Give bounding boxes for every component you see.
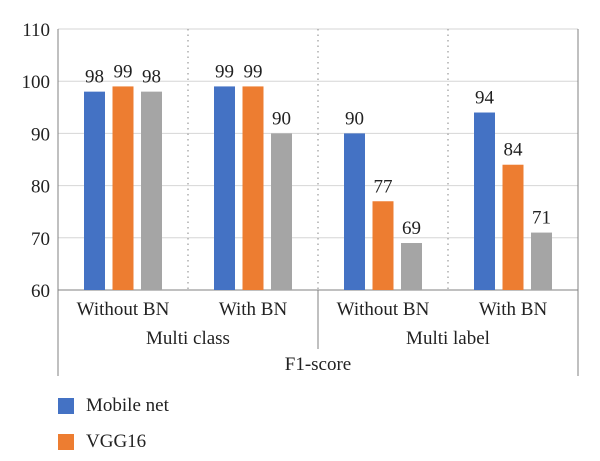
category-label: With BN: [479, 299, 548, 320]
y-tick-label: 70: [31, 229, 50, 250]
data-label: 98: [85, 67, 104, 88]
bar: [271, 133, 292, 290]
y-tick-label: 110: [22, 20, 50, 41]
legend-label-mobile-net: Mobile net: [86, 395, 169, 416]
legend-item-mobile-net: Mobile net: [58, 388, 169, 424]
grid: [58, 28, 578, 291]
bar: [372, 201, 394, 290]
y-tick-label: 90: [31, 124, 50, 145]
bar: [531, 232, 552, 290]
data-label: 99: [244, 61, 263, 82]
bar: [344, 133, 365, 290]
bar: [401, 243, 422, 290]
bar: [474, 112, 495, 291]
data-label: 84: [504, 140, 524, 161]
bar: [242, 86, 264, 290]
category-label: Without BN: [337, 299, 430, 320]
bar: [141, 91, 162, 290]
y-tick-labels: 60 70 80 90 100 110: [22, 20, 51, 302]
bars: [84, 86, 552, 291]
group-label: Multi class: [146, 328, 230, 349]
bar: [502, 164, 524, 290]
legend-item-vgg16: VGG16: [58, 424, 169, 460]
data-label: 98: [142, 67, 161, 88]
data-label: 94: [475, 88, 495, 109]
data-label: 99: [215, 61, 234, 82]
data-label: 71: [532, 208, 551, 229]
legend-label-vgg16: VGG16: [86, 431, 147, 452]
y-tick-label: 80: [31, 177, 50, 198]
y-tick-label: 100: [22, 72, 51, 93]
legend: Mobile net VGG16: [58, 388, 169, 460]
category-label: Without BN: [77, 299, 170, 320]
bar: [112, 86, 134, 290]
legend-swatch-mobile-net: [58, 398, 74, 414]
category-label: With BN: [219, 299, 288, 320]
y-tick-label: 60: [31, 281, 50, 302]
data-label: 99: [114, 61, 133, 82]
group-label: Multi label: [406, 328, 490, 349]
data-labels: 98 99 98 99 99 90 90 77 69 94 84 71: [85, 61, 551, 239]
data-label: 90: [345, 108, 364, 129]
data-label: 77: [374, 176, 393, 197]
bottom-label: F1-score: [285, 354, 351, 375]
legend-swatch-vgg16: [58, 434, 74, 450]
category-labels: Without BN With BN Without BN With BN Multi …: [77, 299, 548, 375]
data-label: 69: [402, 218, 421, 239]
bar: [84, 91, 105, 290]
bar: [214, 86, 235, 290]
data-label: 90: [272, 108, 291, 129]
